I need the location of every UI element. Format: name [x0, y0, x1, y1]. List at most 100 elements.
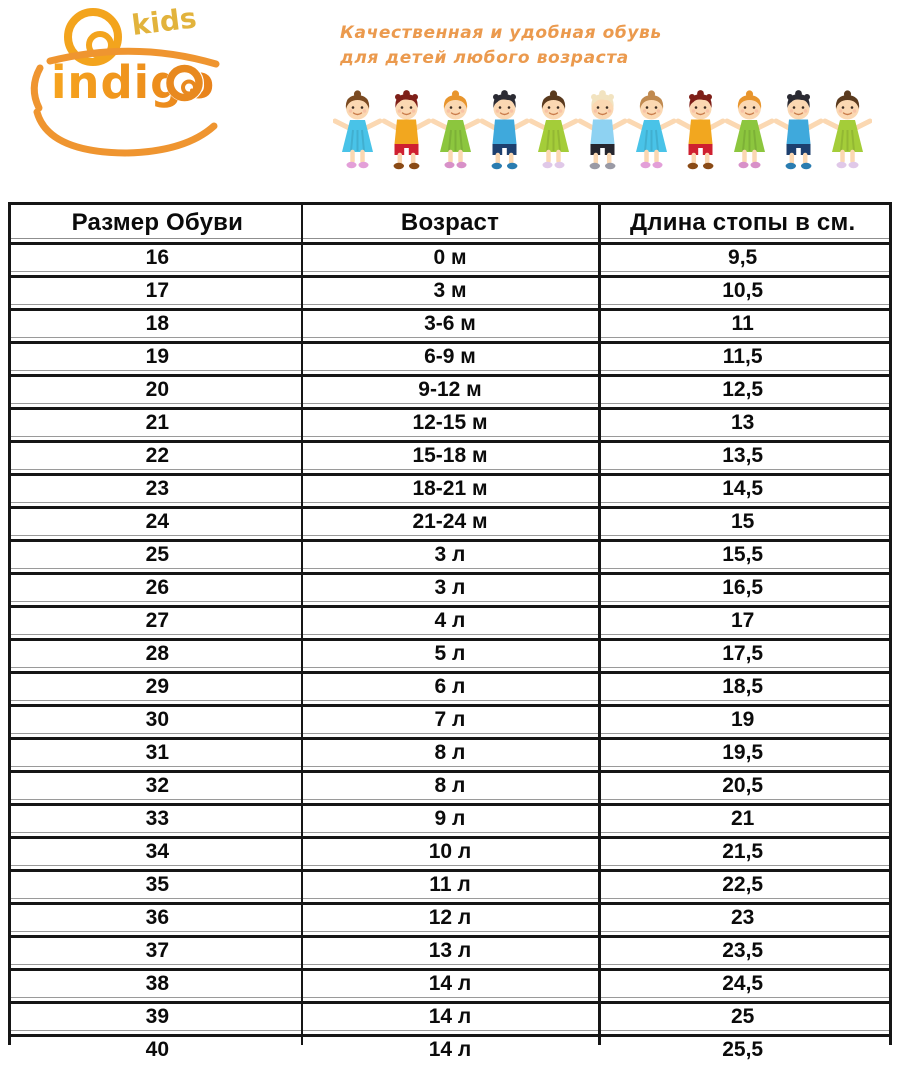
table-cell: 28: [11, 638, 304, 668]
table-cell: 34: [11, 836, 304, 866]
column-divider: [300, 205, 304, 1045]
table-cell: 12 л: [303, 902, 597, 932]
swirl-o-icon: [166, 64, 204, 102]
table-cell: 21,5: [596, 836, 889, 866]
table-cell: 3-6 м: [303, 308, 597, 338]
table-cell: 18: [11, 308, 304, 338]
table-cell: 20,5: [596, 770, 889, 800]
table-cell: 23: [596, 902, 889, 932]
table-row: 25 3 л 15,5: [11, 539, 889, 569]
table-cell: 35: [11, 869, 304, 899]
table-cell: 19: [596, 704, 889, 734]
table-cell: 30: [11, 704, 304, 734]
table-cell: 10,5: [596, 275, 889, 305]
size-chart: Размер Обуви Возраст Длина стопы в см. 16 0…: [8, 202, 892, 1061]
table-cell: 26: [11, 572, 304, 602]
logo-graphic: kids indigo: [30, 1, 220, 157]
table-cell: 25: [11, 539, 304, 569]
table-cell: 40: [11, 1034, 304, 1063]
table-cell: 39: [11, 1001, 304, 1031]
table-cell: 3 л: [303, 539, 597, 569]
table-row: 39 14 л 25: [11, 1001, 889, 1031]
children-illustration: [332, 88, 873, 172]
table-cell: 13: [596, 407, 889, 437]
column-divider: [598, 205, 601, 1045]
child-girl-figure: [528, 88, 579, 172]
table-cell: 33: [11, 803, 304, 833]
header-row: Размер Обуви Возраст Длина стопы в см.: [11, 208, 889, 239]
column-header: Возраст: [303, 208, 597, 239]
table-cell: 11: [596, 308, 889, 338]
table-cell: 27: [11, 605, 304, 635]
table-row: 38 14 л 24,5: [11, 968, 889, 998]
table-row: 17 3 м 10,5: [11, 275, 889, 305]
tagline-line2: для детей любого возраста: [340, 48, 629, 68]
table-row: 24 21-24 м 15: [11, 506, 889, 536]
table-cell: 19,5: [596, 737, 889, 767]
table-row: 21 12-15 м 13: [11, 407, 889, 437]
child-boy-figure: [675, 88, 726, 172]
child-boy-figure: [773, 88, 824, 172]
table-cell: 17,5: [596, 638, 889, 668]
table-cell: 22,5: [596, 869, 889, 899]
table-cell: 6 л: [303, 671, 597, 701]
table-row: 29 6 л 18,5: [11, 671, 889, 701]
table-cell: 15,5: [596, 539, 889, 569]
table-cell: 22: [11, 440, 304, 470]
table-cell: 11,5: [596, 341, 889, 371]
table-cell: 15: [596, 506, 889, 536]
child-boy-figure: [577, 88, 628, 172]
table-cell: 9-12 м: [303, 374, 597, 404]
table-row: 35 11 л 22,5: [11, 869, 889, 899]
table-cell: 3 м: [303, 275, 597, 305]
child-girl-figure: [332, 88, 383, 172]
table-cell: 9,5: [596, 242, 889, 272]
table-cell: 13,5: [596, 440, 889, 470]
table-cell: 18-21 м: [303, 473, 597, 503]
table-row: 37 13 л 23,5: [11, 935, 889, 965]
table-row: 40 14 л 25,5: [11, 1034, 889, 1063]
table-cell: 16,5: [596, 572, 889, 602]
table-cell: 37: [11, 935, 304, 965]
table-cell: 23: [11, 473, 304, 503]
table-cell: 38: [11, 968, 304, 998]
logo-kids-word: kids: [130, 4, 198, 42]
table-row: 30 7 л 19: [11, 704, 889, 734]
table-cell: 20: [11, 374, 304, 404]
child-boy-figure: [381, 88, 432, 172]
table-cell: 5 л: [303, 638, 597, 668]
size-table-body: 16 0 м 9,5 17 3 м 10,5 18 3-6 м 11 19 6-9 м 11,5 20 9…: [11, 242, 889, 1063]
child-girl-figure: [430, 88, 481, 172]
table-cell: 0 м: [303, 242, 597, 272]
table-row: 22 15-18 м 13,5: [11, 440, 889, 470]
indigo-kids-logo: kids indigo: [20, 1, 230, 164]
table-cell: 3 л: [303, 572, 597, 602]
table-cell: 4 л: [303, 605, 597, 635]
table-row: 32 8 л 20,5: [11, 770, 889, 800]
table-row: 36 12 л 23: [11, 902, 889, 932]
table-cell: 9 л: [303, 803, 597, 833]
table-cell: 15-18 м: [303, 440, 597, 470]
child-girl-figure: [626, 88, 677, 172]
table-row: 18 3-6 м 11: [11, 308, 889, 338]
table-row: 27 4 л 17: [11, 605, 889, 635]
table-cell: 14 л: [303, 1001, 597, 1031]
table-row: 19 6-9 м 11,5: [11, 341, 889, 371]
table-cell: 23,5: [596, 935, 889, 965]
child-boy-figure: [479, 88, 530, 172]
table-row: 31 8 л 19,5: [11, 737, 889, 767]
table-cell: 21: [596, 803, 889, 833]
table-cell: 7 л: [303, 704, 597, 734]
table-cell: 36: [11, 902, 304, 932]
tagline-line1: Качественная и удобная обувь: [340, 23, 662, 43]
table-cell: 17: [11, 275, 304, 305]
table-cell: 32: [11, 770, 304, 800]
table-cell: 12,5: [596, 374, 889, 404]
logo-arcs: [30, 47, 220, 157]
table-cell: 31: [11, 737, 304, 767]
table-cell: 13 л: [303, 935, 597, 965]
table-cell: 11 л: [303, 869, 597, 899]
table-cell: 18,5: [596, 671, 889, 701]
table-cell: 10 л: [303, 836, 597, 866]
